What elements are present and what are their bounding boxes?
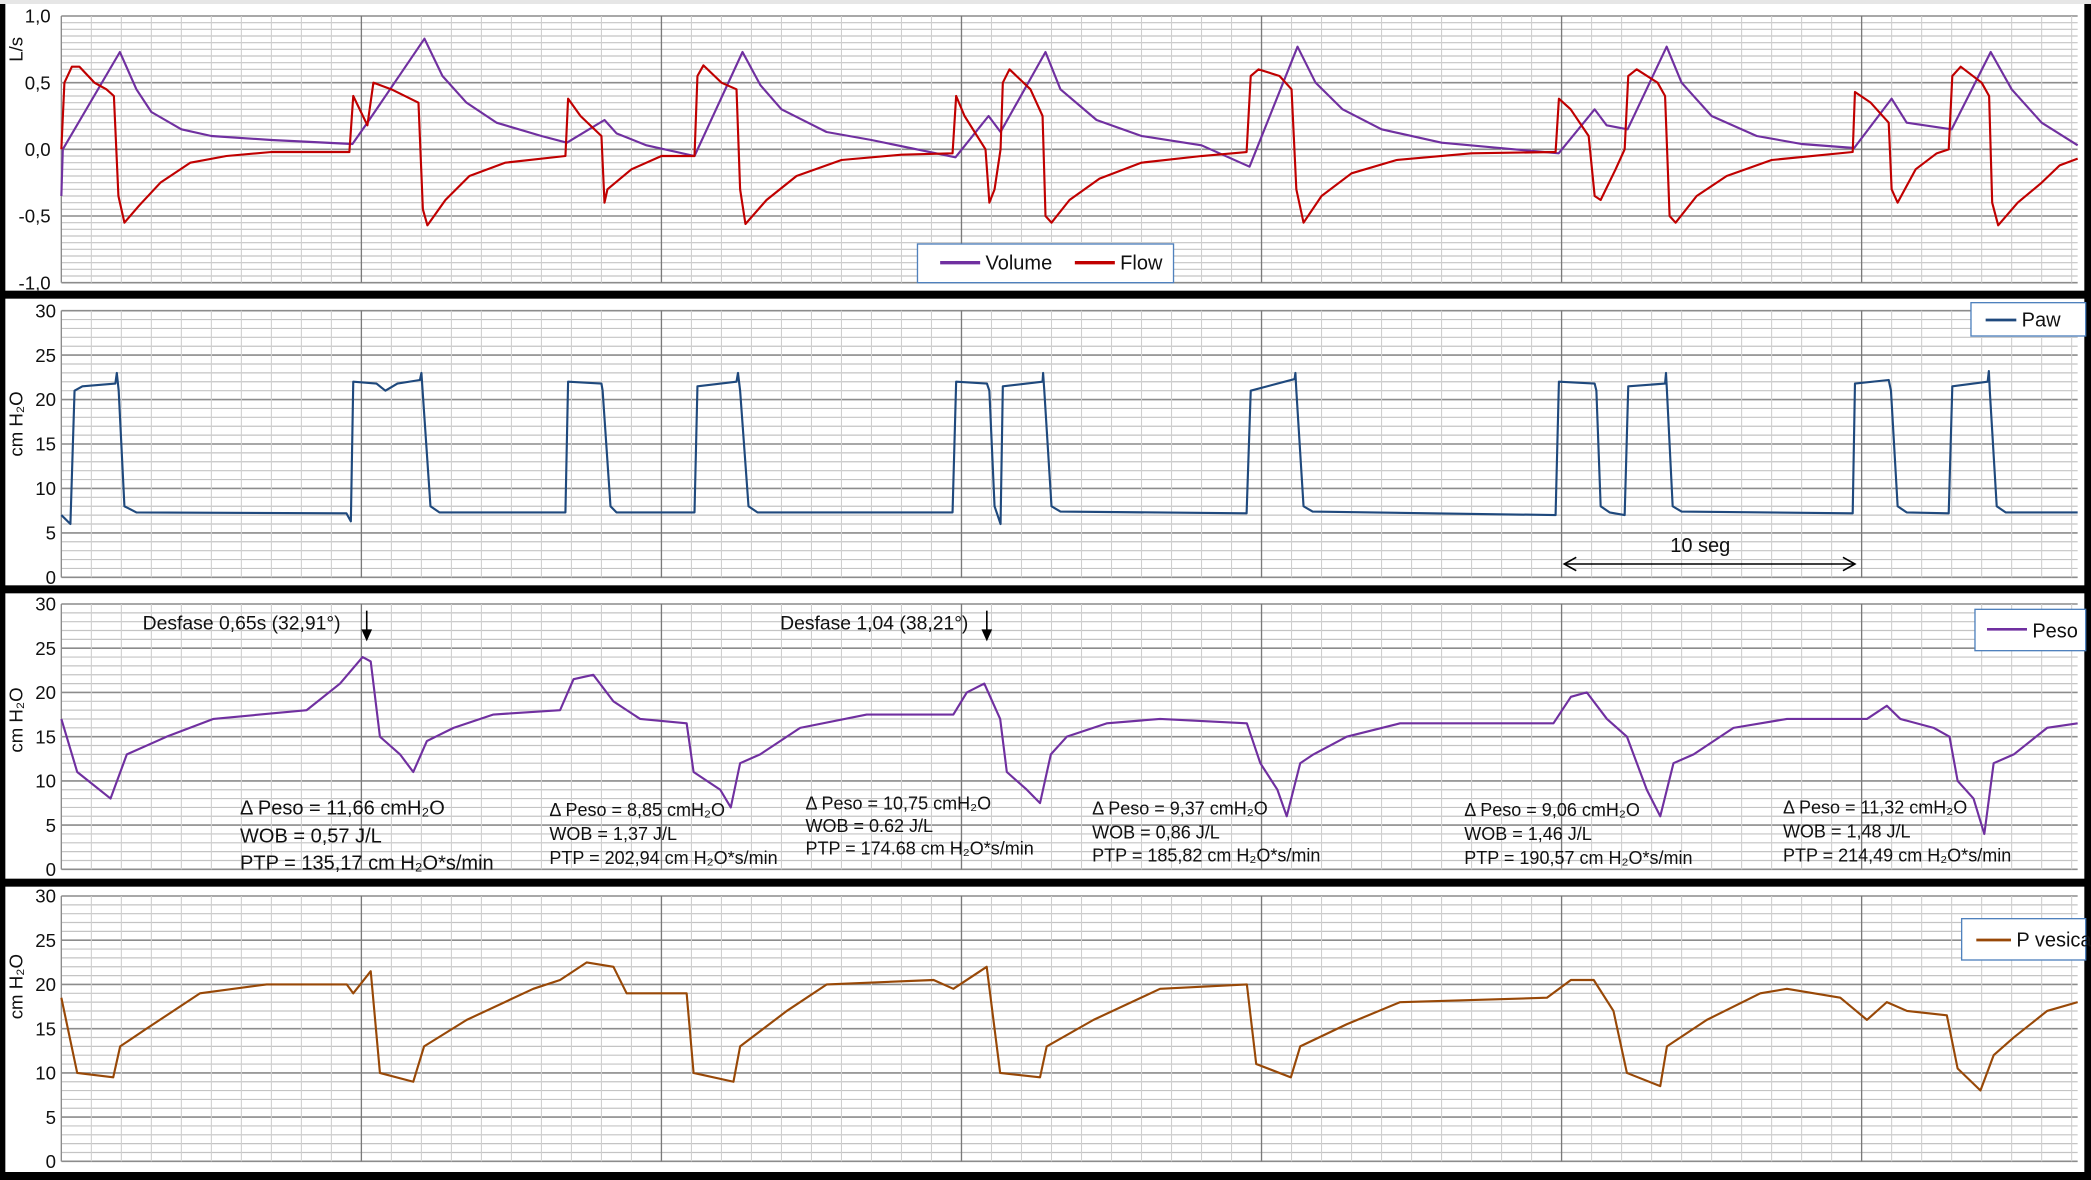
legend-peso: Peso [1974, 608, 2087, 652]
series-lines [60, 37, 2079, 1092]
series-line-peso [60, 655, 2078, 836]
top-strip [0, 0, 2091, 4]
delta-peso-4: Δ Peso = 9,37 cmH₂O [1092, 799, 1268, 819]
desfase-label-1: Desfase 0,65s (32,91°) [143, 613, 341, 634]
legend-label-paw: Paw [2022, 310, 2061, 332]
y-tick-label-peso: 5 [46, 815, 56, 836]
y-tick-label-p-vesical: 5 [46, 1107, 56, 1128]
legend-label-p-vesical: P vesical [2016, 930, 2091, 952]
annotation-block-3: Δ Peso = 10,75 cmH₂O WOB = 0.62 J/L PTP … [805, 793, 1033, 858]
y-tick-label-paw: 25 [35, 345, 56, 366]
y-tick-label-peso: 30 [35, 594, 56, 615]
y-axis-label-flow: L/s [6, 37, 27, 62]
delta-peso-3: Δ Peso = 10,75 cmH₂O [805, 793, 991, 813]
down-arrow-icon [981, 610, 993, 642]
wob-2: WOB = 1,37 J/L [549, 824, 677, 844]
y-tick-label-peso: 10 [35, 771, 56, 792]
legend-flow-volume: Volume Flow [916, 243, 1175, 284]
ptp-4: PTP = 185,82 cm H₂O*s/min [1092, 845, 1320, 865]
wob-6: WOB = 1,48 J/L [1783, 821, 1911, 841]
y-axis-label-peso: cm H₂O [6, 687, 27, 752]
y-tick-label-peso: 15 [35, 726, 56, 747]
legend-p-vesical: P vesical [1960, 917, 2091, 961]
y-tick-label-p-vesical: 10 [35, 1063, 56, 1084]
annotation-block-2: Δ Peso = 8,85 cmH₂O WOB = 1,37 J/L PTP =… [549, 800, 777, 868]
y-tick-label-paw: 15 [35, 434, 56, 455]
delta-peso-6: Δ Peso = 11,32 cmH₂O [1783, 797, 1967, 817]
y-tick-label-flow-volume: 0,5 [25, 72, 51, 93]
delta-peso-5: Δ Peso = 9,06 cmH₂O [1464, 800, 1640, 820]
wob-5: WOB = 1,46 J/L [1464, 824, 1592, 844]
y-tick-label-p-vesical: 0 [46, 1151, 56, 1172]
y-tick-label-peso: 20 [35, 682, 56, 703]
y-tick-label-paw: 10 [35, 478, 56, 499]
ptp-5: PTP = 190,57 cm H₂O*s/min [1464, 848, 1692, 868]
series-line-p-vesical [60, 961, 2078, 1092]
y-tick-label-flow-volume: 1,0 [25, 6, 51, 27]
double-arrow-icon [1562, 556, 1857, 572]
annotation-block-6: Δ Peso = 11,32 cmH₂O WOB = 1,48 J/L PTP … [1783, 797, 2011, 865]
down-arrow-icon [361, 610, 373, 642]
y-tick-label-peso: 0 [46, 859, 56, 880]
series-line-paw [60, 370, 2078, 526]
ptp-6: PTP = 214,49 cm H₂O*s/min [1783, 845, 2011, 865]
wob-1: WOB = 0,57 J/L [240, 826, 382, 848]
y-tick-label-paw: 30 [35, 300, 56, 321]
y-tick-label-paw: 20 [35, 389, 56, 410]
wob-3: WOB = 0.62 J/L [805, 816, 933, 836]
annotation-block-1: Δ Peso = 11,66 cmH₂O WOB = 0,57 J/L PTP … [240, 798, 494, 875]
y-tick-label-p-vesical: 30 [35, 886, 56, 907]
ptp-2: PTP = 202,94 cm H₂O*s/min [549, 848, 777, 868]
y-tick-label-flow-volume: -1,0 [19, 272, 51, 293]
y-tick-labels: 1,0 0,5 0,0 -0,5 -1,0 30 25 20 15 10 5 0 30 25 20 15 10 5… [19, 6, 56, 1172]
legend-label-peso: Peso [2032, 620, 2078, 642]
scale-bar-10-seg: 10 seg [1562, 535, 1857, 572]
series-line-volume [60, 37, 2079, 197]
ptp-3: PTP = 174.68 cm H₂O*s/min [805, 839, 1033, 859]
y-tick-label-paw: 0 [46, 567, 56, 588]
y-tick-label-paw: 5 [46, 523, 56, 544]
legend-label-flow: Flow [1120, 252, 1163, 274]
desfase-label-2: Desfase 1,04 (38,21°) [780, 613, 968, 634]
y-tick-label-peso: 25 [35, 638, 56, 659]
y-tick-label-flow-volume: -0,5 [19, 206, 51, 227]
y-axis-label-p-vesical: cm H₂O [6, 954, 27, 1019]
scale-bar-label: 10 seg [1670, 535, 1730, 557]
gridlines [60, 15, 2078, 1163]
annotation-block-5: Δ Peso = 9,06 cmH₂O WOB = 1,46 J/L PTP =… [1464, 800, 1692, 868]
y-tick-label-flow-volume: 0,0 [25, 139, 51, 160]
y-tick-label-p-vesical: 15 [35, 1018, 56, 1039]
series-line-flow [60, 64, 2079, 227]
y-axis-label-paw: cm H₂O [6, 391, 27, 456]
wob-4: WOB = 0,86 J/L [1092, 823, 1220, 843]
delta-peso-2: Δ Peso = 8,85 cmH₂O [549, 800, 725, 820]
y-tick-label-p-vesical: 25 [35, 930, 56, 951]
legend-label-volume: Volume [985, 252, 1052, 274]
delta-peso-1: Δ Peso = 11,66 cmH₂O [240, 798, 445, 820]
ptp-1: PTP = 135,17 cm H₂O*s/min [240, 852, 494, 874]
y-tick-label-p-vesical: 20 [35, 974, 56, 995]
annotation-block-4: Δ Peso = 9,37 cmH₂O WOB = 0,86 J/L PTP =… [1092, 799, 1320, 866]
legend-paw: Paw [1970, 302, 2087, 337]
